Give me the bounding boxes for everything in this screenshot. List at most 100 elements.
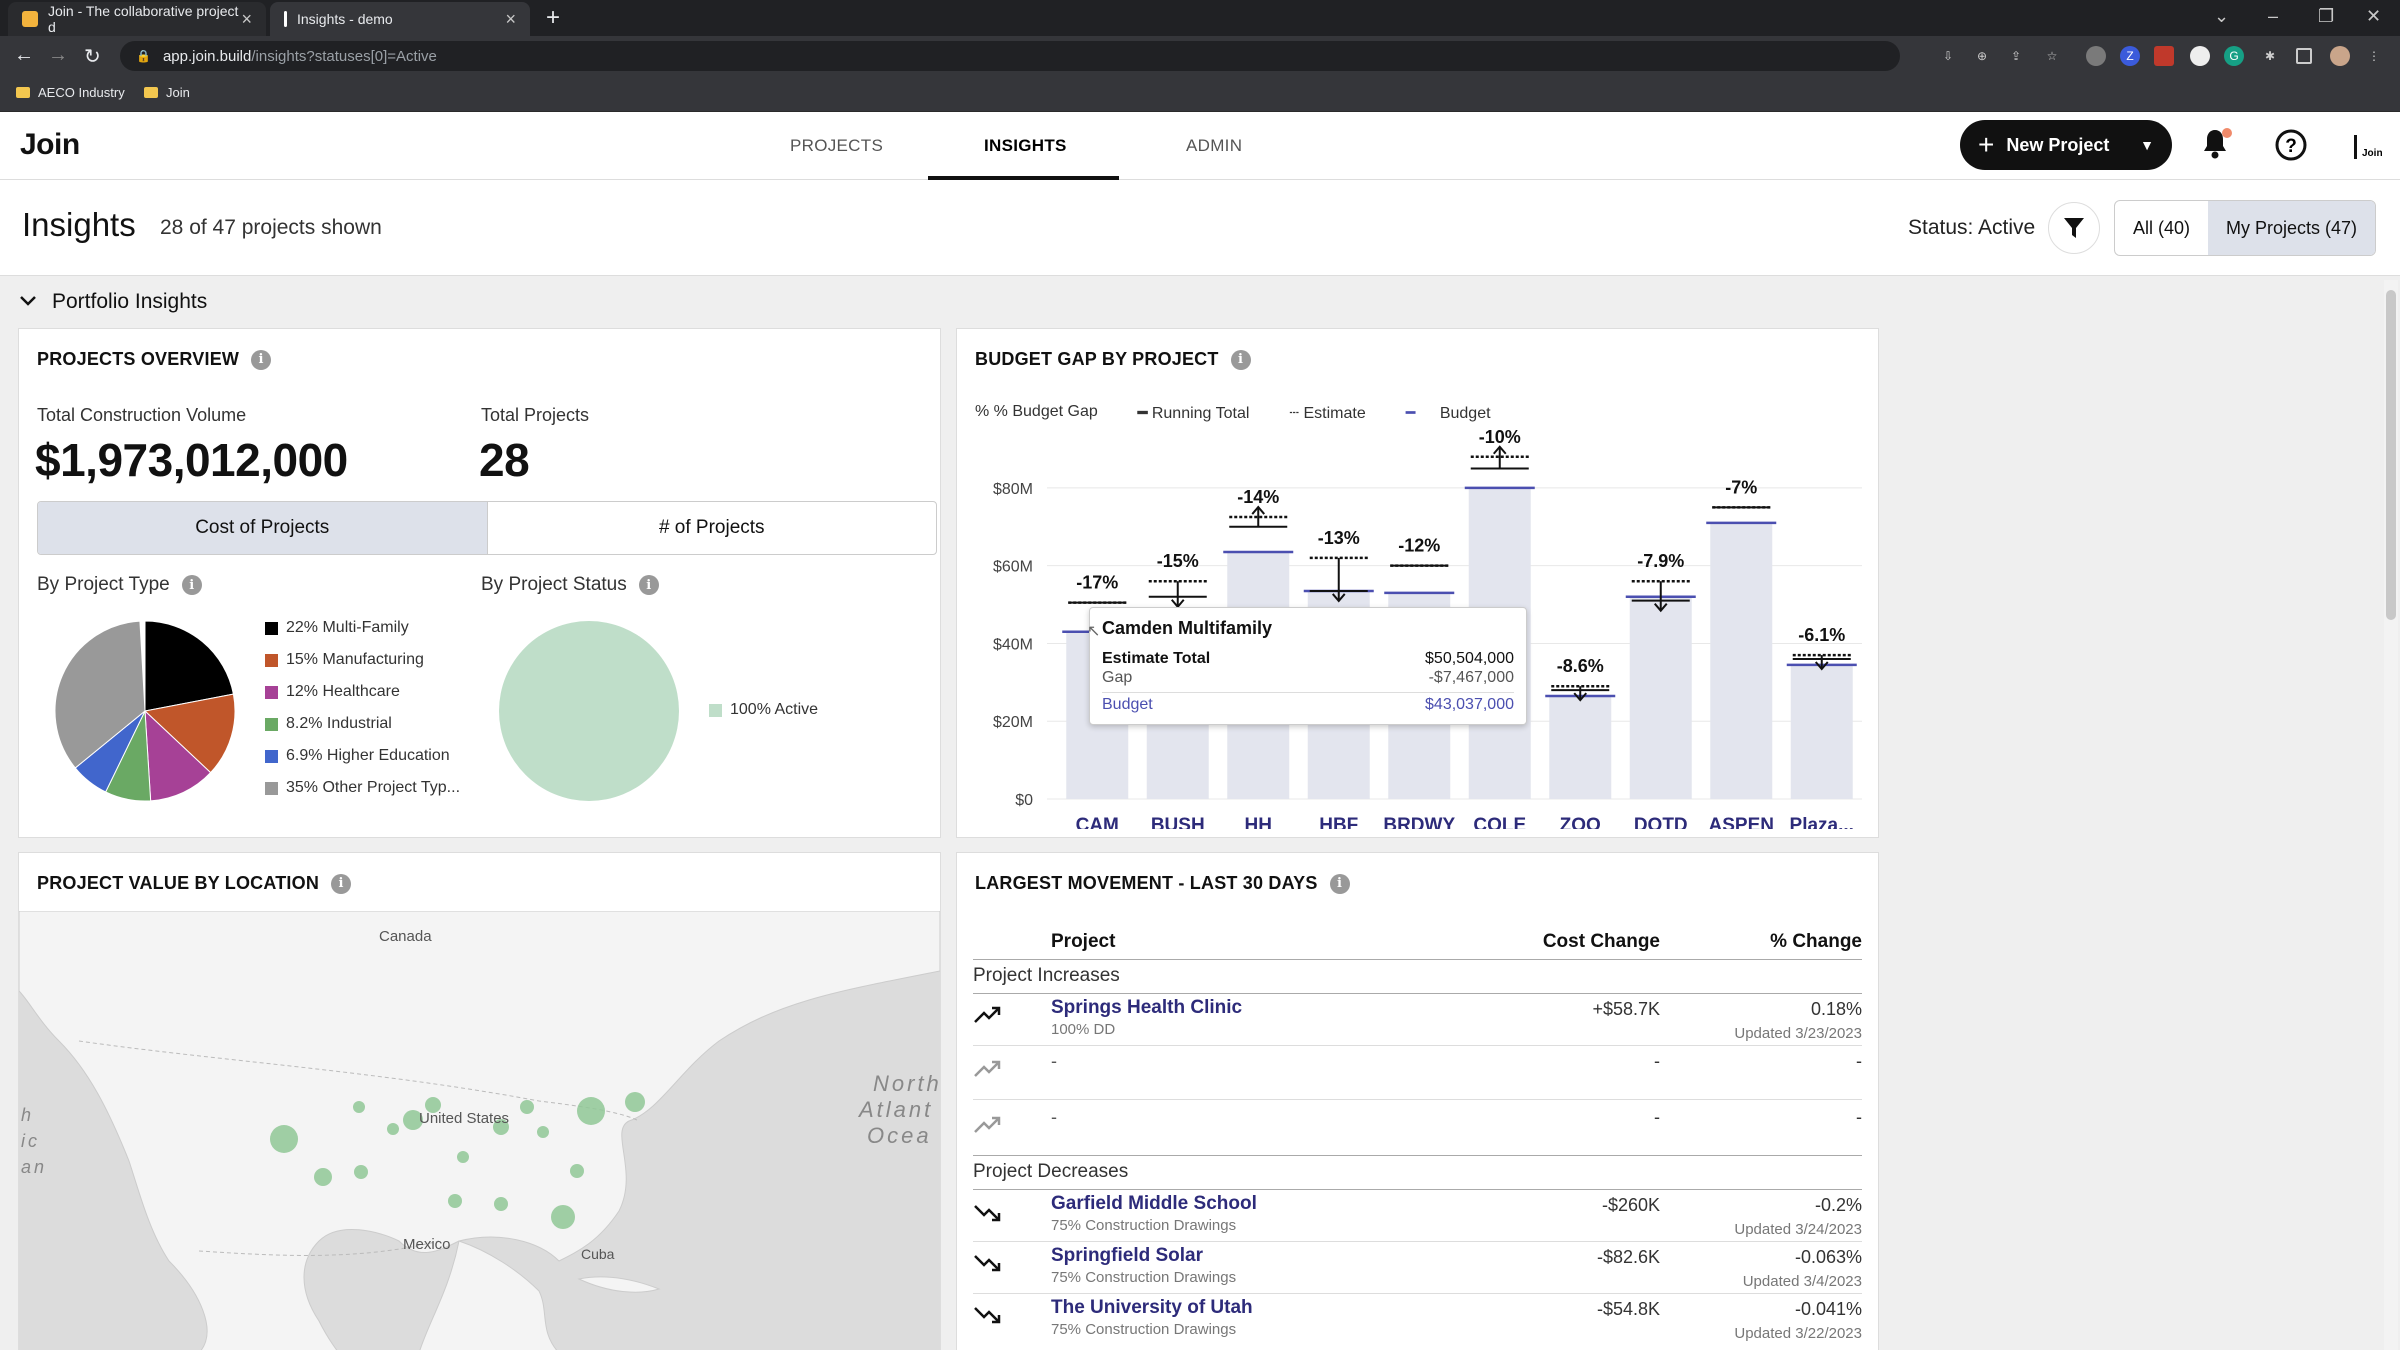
zoom-icon[interactable]: ⊕ [1976,49,1988,63]
filter-button[interactable] [2048,202,2100,254]
bell-icon[interactable] [2200,128,2230,167]
bookmark-aeco[interactable]: AECO Industry [16,85,125,100]
tab-search-icon[interactable]: ⌄ [2214,6,2230,26]
close-icon[interactable]: × [505,8,516,29]
bookmark-star-icon[interactable]: ☆ [2046,49,2058,63]
project-location-dot[interactable] [625,1092,645,1112]
puzzle-icon[interactable]: ✱ [2264,49,2276,63]
gap-label: -13% [1318,528,1360,548]
category-label[interactable]: COLE [1473,815,1526,829]
project-location-dot[interactable] [425,1097,441,1113]
new-project-button[interactable]: + New Project ▼ [1960,120,2172,170]
info-icon[interactable]: i [251,349,272,370]
project-location-dot[interactable] [403,1110,423,1130]
project-location-dot[interactable] [354,1165,368,1179]
restore-icon[interactable]: ❐ [2318,6,2335,26]
minimize-icon[interactable]: – [2268,6,2279,26]
menu-dots-icon[interactable]: ⋮ [2368,49,2380,63]
bookmark-join[interactable]: Join [144,85,190,100]
category-label[interactable]: HBF [1319,815,1358,829]
project-location-dot[interactable] [570,1164,584,1178]
extension-icon[interactable] [2154,46,2174,66]
page-scrollbar-thumb[interactable] [2386,290,2396,620]
bar-DOTD[interactable] [1629,596,1692,799]
reload-icon[interactable]: ↻ [84,46,101,68]
new-tab-button[interactable]: + [546,4,561,31]
info-icon[interactable]: i [331,873,352,894]
help-icon[interactable]: ? [2274,128,2308,169]
all-projects-button[interactable]: All (40) [2133,217,2191,238]
column-header-project[interactable]: Project [1051,931,1116,952]
join-favicon-icon [22,11,38,27]
category-label[interactable]: DOTD [1634,815,1688,829]
category-label[interactable]: ZOO [1560,815,1601,829]
category-label[interactable]: ASPEN [1709,815,1774,829]
info-icon[interactable]: i [1230,349,1251,370]
forward-icon[interactable]: → [48,44,68,66]
largest-movement-card: LARGEST MOVEMENT - LAST 30 DAYS i Projec… [956,852,1879,1350]
map-label-mexico: Mexico [403,1236,451,1253]
category-label[interactable]: CAM [1076,815,1119,829]
project-location-dot[interactable] [494,1197,508,1211]
bar-Plaza...[interactable] [1790,664,1853,799]
gap-label: -7.9% [1637,551,1684,571]
project-link-garfield-middle-school[interactable]: Garfield Middle School [1051,1193,1257,1214]
url-input[interactable]: 🔒 app.join.build/insights?statuses[0]=Ac… [120,41,1900,71]
bar-ZOO[interactable] [1549,695,1612,799]
project-location-dot[interactable] [387,1123,399,1135]
project-link-university-of-utah[interactable]: The University of Utah [1051,1297,1253,1318]
user-avatar-icon[interactable]: Join [2352,134,2384,163]
pie-slice-1[interactable] [143,693,236,774]
portfolio-insights-header[interactable]: Portfolio Insights [20,290,207,314]
pie-slice-5[interactable] [54,620,146,769]
pie-slice-2[interactable] [144,709,212,802]
location-map[interactable]: Canada United States Mexico Cuba North A… [19,911,940,1350]
category-label[interactable]: HH [1245,815,1272,829]
column-header-cost-change[interactable]: Cost Change [1542,931,1660,952]
project-link-springs-health-clinic[interactable]: Springs Health Clinic [1051,997,1243,1018]
info-icon[interactable]: i [638,575,659,595]
join-logo[interactable]: Join [20,128,80,161]
pie-slice-0[interactable] [144,620,234,712]
sidepanel-icon[interactable] [2296,48,2312,64]
my-projects-button[interactable]: My Projects (47) [2208,201,2376,255]
project-link-springfield-solar[interactable]: Springfield Solar [1051,1245,1204,1266]
profile-avatar-icon[interactable] [2330,46,2350,66]
chevron-down-icon[interactable]: ▼ [2140,137,2154,153]
browser-tab-insights[interactable]: Insights - demo × [270,2,530,36]
share-icon[interactable]: ⇪ [2010,49,2022,63]
nav-insights[interactable]: INSIGHTS [984,136,1067,155]
nav-admin[interactable]: ADMIN [1186,136,1243,155]
status-slice-active[interactable] [499,621,679,801]
project-location-dot[interactable] [270,1125,298,1153]
project-location-dot[interactable] [520,1100,534,1114]
zoom-extension-icon[interactable]: Z [2120,46,2140,66]
number-of-projects-button[interactable]: # of Projects [658,517,765,538]
cost-of-projects-button[interactable]: Cost of Projects [38,502,488,554]
project-location-dot[interactable] [457,1151,469,1163]
info-icon[interactable]: i [1329,873,1350,894]
project-location-dot[interactable] [537,1126,549,1138]
install-icon[interactable]: ⇩ [1942,49,1954,63]
bar-ASPEN[interactable] [1710,522,1773,799]
project-location-dot[interactable] [551,1205,575,1229]
project-location-dot[interactable] [577,1097,605,1125]
extension-icon[interactable] [2086,46,2106,66]
grammarly-icon[interactable]: G [2224,46,2244,66]
category-label[interactable]: BRDWY [1383,815,1455,829]
extension-icon[interactable] [2190,46,2210,66]
nav-projects[interactable]: PROJECTS [790,136,884,155]
close-window-icon[interactable]: ✕ [2366,6,2382,26]
project-location-dot[interactable] [448,1194,462,1208]
project-location-dot[interactable] [493,1119,509,1135]
cost-change: - [1654,1051,1660,1071]
category-label[interactable]: Plaza... [1790,815,1854,829]
back-icon[interactable]: ← [14,44,34,66]
project-location-dot[interactable] [314,1168,332,1186]
browser-tab-join[interactable]: Join - The collaborative project d × [8,2,266,36]
info-icon[interactable]: i [181,575,202,595]
project-location-dot[interactable] [353,1101,365,1113]
close-icon[interactable]: × [241,8,252,29]
column-header-pct-change[interactable]: % Change [1770,931,1862,952]
category-label[interactable]: BUSH [1151,815,1205,829]
